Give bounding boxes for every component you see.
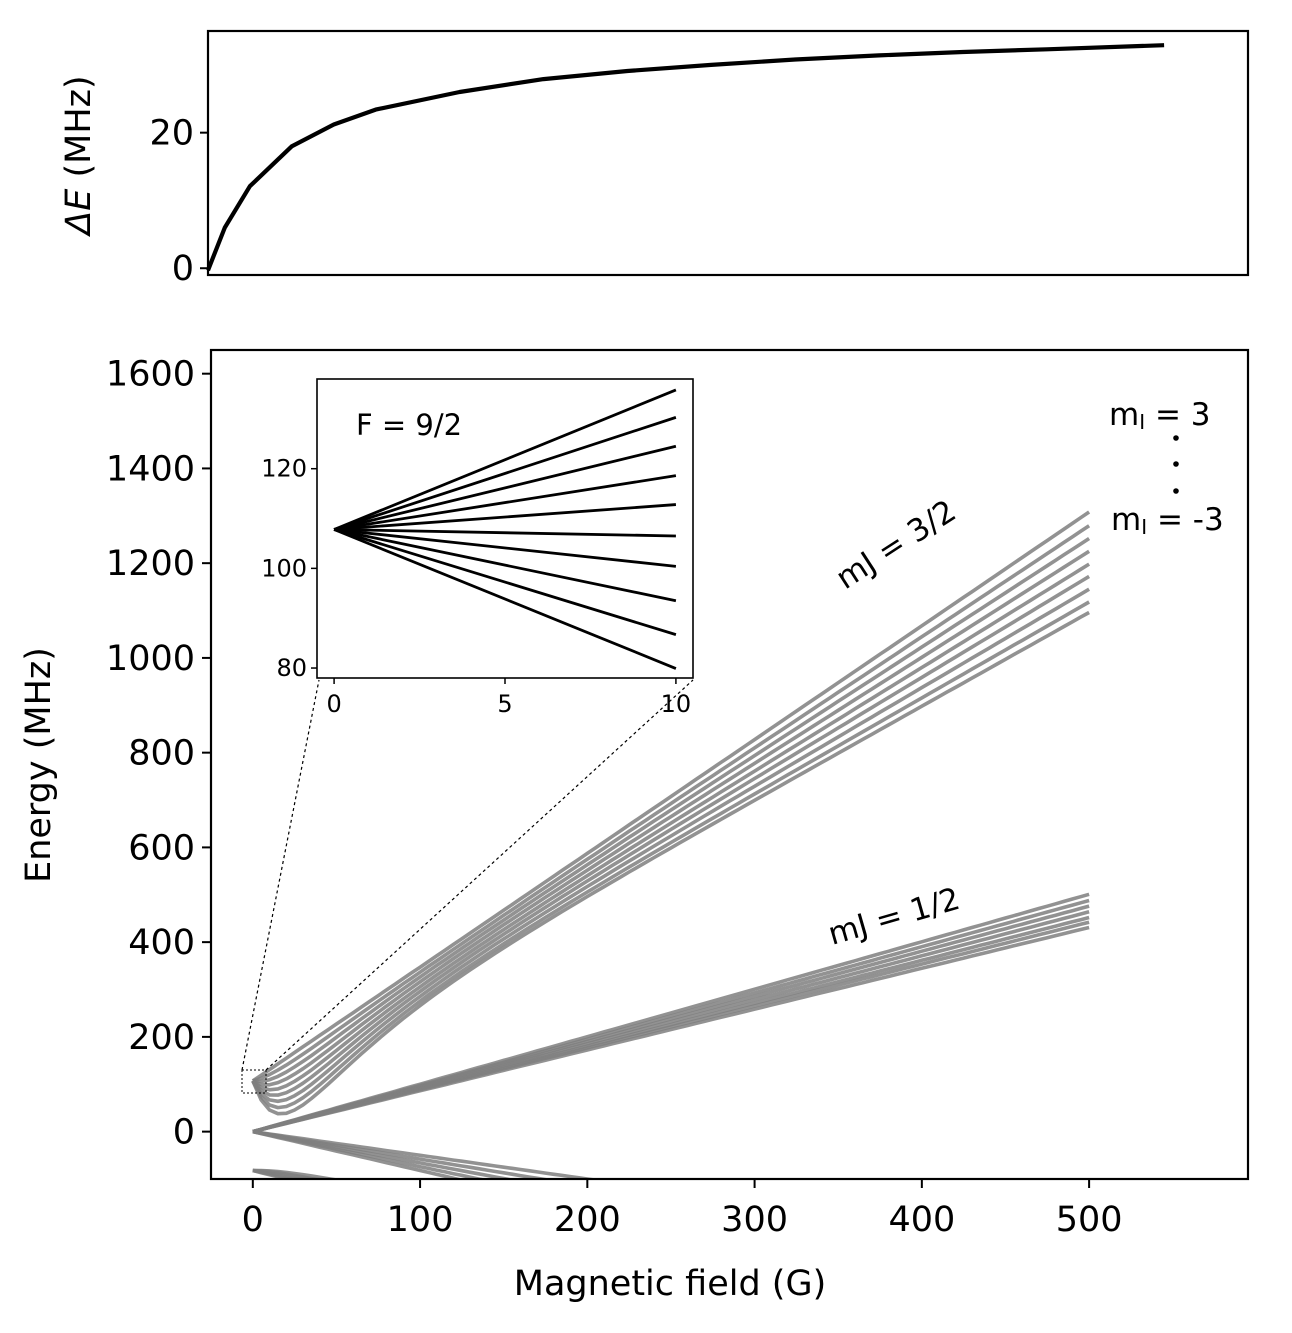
ellipsis-dot-3 (1173, 488, 1179, 494)
main-x-tick-label: 0 (242, 1200, 264, 1240)
top-y-label-symbol: ΔE (59, 188, 99, 238)
top-y-tick-label: 20 (149, 114, 194, 154)
inset-line-2 (333, 444, 677, 531)
main-y-axis-label: Energy (MHz) (19, 647, 59, 883)
zoom-region-box (241, 1069, 267, 1094)
main-y-tick-label: 600 (128, 828, 195, 868)
inset-panel: 0 5 10 80 100 120 F = 9/2 (261, 378, 694, 718)
inset-line-5 (334, 528, 676, 538)
inset-line-9 (333, 528, 677, 670)
mi-top-label: mI = 3 (1109, 397, 1211, 434)
descending-line-1 (252, 1129, 553, 1179)
top-series-line-0 (206, 43, 1165, 272)
top-y-tick-label: 0 (172, 249, 194, 289)
main-x-tick-label: 500 (1056, 1200, 1123, 1240)
top-series-layer (206, 43, 1165, 272)
ellipsis-dot-1 (1173, 435, 1179, 441)
mi-top-m: m (1109, 397, 1139, 433)
inset-x-ticks: 0 5 10 (326, 678, 691, 718)
main-x-tick-label: 100 (387, 1200, 454, 1240)
main-y-ticks: 0 200 400 600 800 1000 1200 1400 1600 (106, 355, 211, 1153)
inset-y-tick-label: 80 (276, 654, 307, 682)
descending-line-4 (252, 1129, 465, 1179)
mj-3-2-line-4 (251, 562, 1091, 1092)
mj-3-2-line-3 (252, 549, 1091, 1087)
mj-3-2-line-8 (251, 610, 1090, 1116)
mj-3-2-line-5 (251, 574, 1091, 1097)
main-x-tick-label: 200 (554, 1200, 621, 1240)
mi-bottom-label: mI = -3 (1111, 502, 1224, 539)
main-y-tick-label: 1000 (106, 639, 195, 679)
main-x-tick-label: 400 (888, 1200, 955, 1240)
inset-line-3 (333, 474, 677, 531)
inset-line-1 (333, 416, 677, 531)
zoom-connector-left (241, 679, 320, 1071)
inset-y-tick-label: 100 (261, 554, 307, 582)
top-panel: 0 20 ΔE (MHz) (59, 29, 1250, 289)
top-y-ticks: 0 20 (149, 114, 208, 289)
main-x-ticks: 0 100 200 300 400 500 (242, 1179, 1123, 1240)
inset-background (317, 379, 693, 678)
descending-line-3 (252, 1129, 488, 1179)
mj-3-2-line-0 (251, 510, 1091, 1083)
mi-top-value: = 3 (1145, 397, 1210, 433)
main-x-axis-label: Magnetic field (G) (514, 1264, 826, 1304)
main-axes-frame (209, 348, 1250, 1181)
inset-x-tick-label: 10 (661, 690, 692, 718)
main-y-tick-label: 200 (128, 1018, 195, 1058)
inset-line-6 (333, 528, 677, 568)
mi-bottom-value: = -3 (1147, 502, 1224, 538)
top-y-axis-label: ΔE (MHz) (59, 75, 99, 237)
mj-3-2-line-1 (252, 524, 1091, 1083)
mi-bottom-m: m (1111, 502, 1141, 538)
main-y-tick-label: 0 (173, 1113, 195, 1153)
mj-1-2-line-6 (252, 925, 1090, 1134)
inset-y-tick-label: 120 (261, 455, 307, 483)
top-axes-frame (206, 29, 1250, 277)
main-y-tick-label: 800 (128, 734, 195, 774)
zoom-connector-right (265, 679, 694, 1071)
mj-3-2-line-2 (252, 536, 1091, 1084)
ellipsis-dot-2 (1173, 461, 1179, 467)
inset-x-tick-label: 5 (497, 690, 512, 718)
inset-line-8 (333, 528, 677, 636)
main-y-tick-label: 400 (128, 923, 195, 963)
inset-y-ticks: 80 100 120 (261, 455, 317, 682)
main-x-tick-label: 300 (721, 1200, 788, 1240)
inset-series-layer (333, 388, 677, 670)
inset-f-label: F = 9/2 (356, 408, 462, 442)
mi-bottom-sub: I (1141, 515, 1147, 539)
descending-line-2 (252, 1129, 516, 1179)
main-series-layer (251, 510, 1091, 1179)
mj-3-2-line-7 (251, 600, 1090, 1110)
top-y-label-unit: (MHz) (59, 75, 99, 188)
inset-line-7 (333, 528, 677, 603)
mj-3-2-line-6 (251, 587, 1091, 1104)
main-y-tick-label: 1400 (106, 449, 195, 489)
main-y-tick-label: 1200 (106, 544, 195, 584)
mi-top-sub: I (1139, 410, 1145, 434)
main-y-tick-label: 1600 (106, 355, 195, 395)
inset-x-tick-label: 0 (326, 690, 341, 718)
inset-line-0 (333, 388, 677, 531)
descending-line-0 (252, 1129, 601, 1179)
inset-line-4 (333, 503, 677, 531)
